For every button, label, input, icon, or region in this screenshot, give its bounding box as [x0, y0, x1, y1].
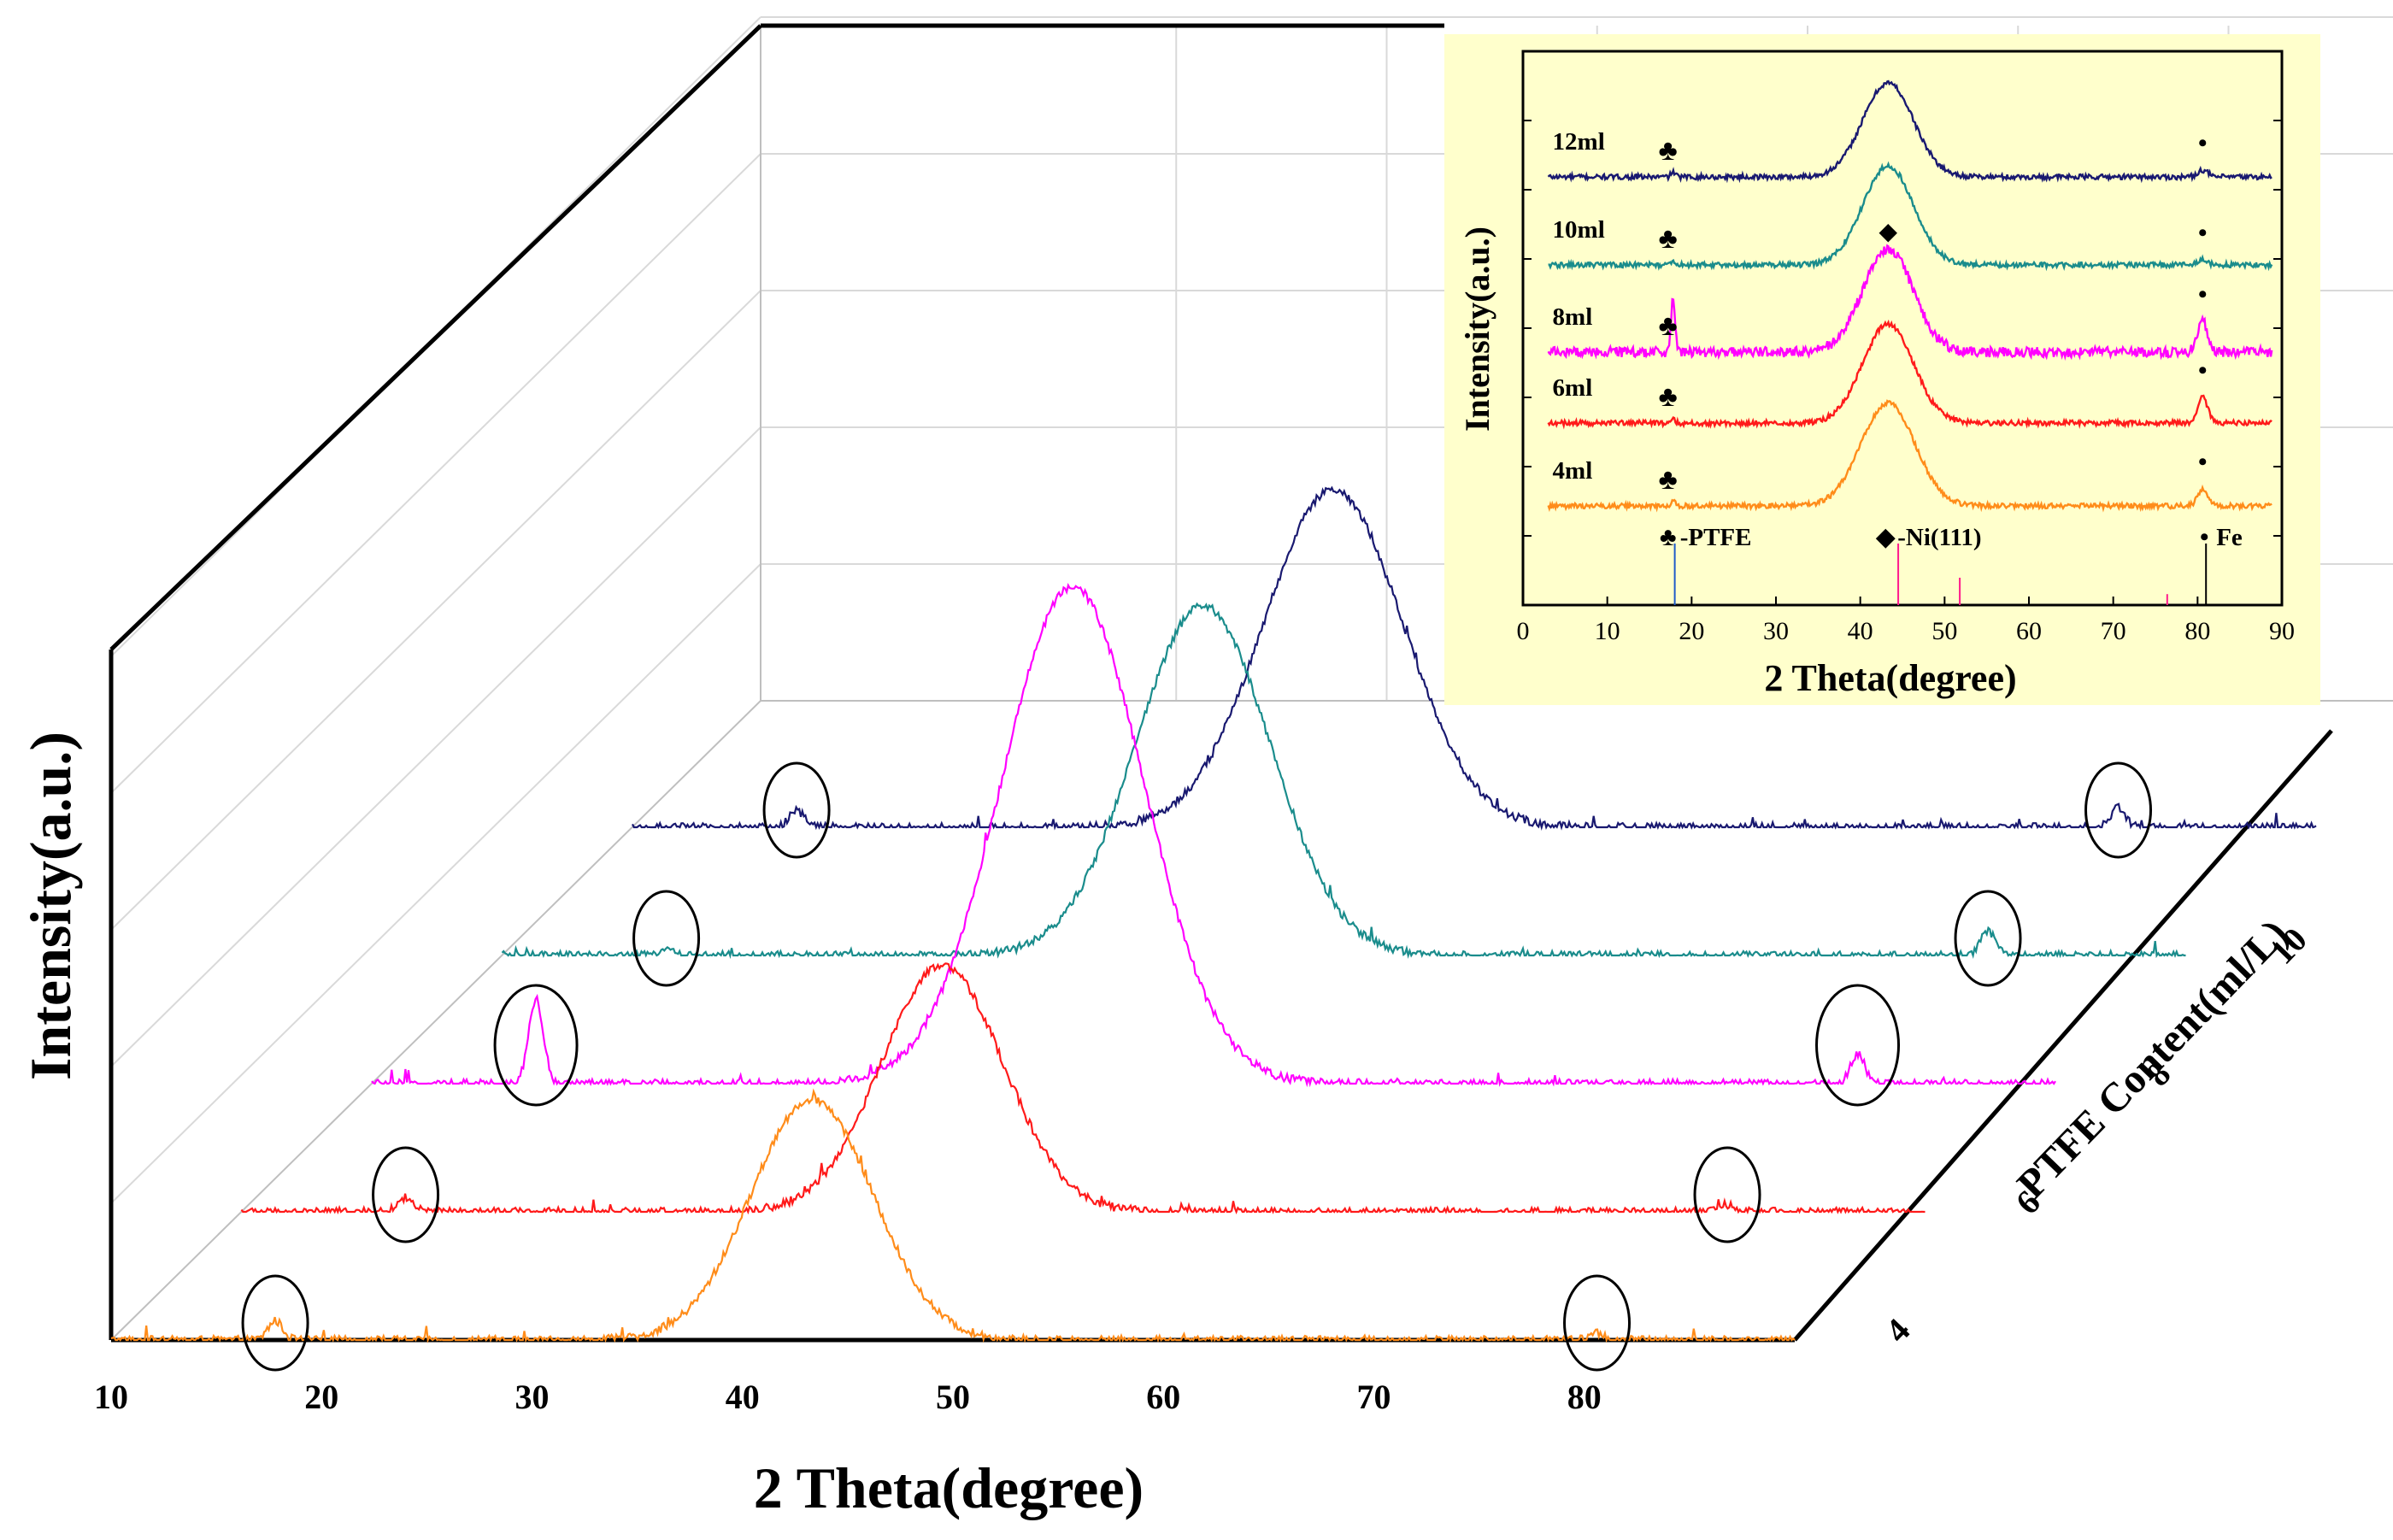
main-x-axis-title: 2 Theta(degree)	[754, 1455, 1144, 1520]
fe-marker: •	[2198, 280, 2208, 309]
fe-peak-ellipse	[1954, 890, 2022, 987]
series-line-4	[110, 1088, 1796, 1343]
peak-ellipses	[241, 761, 2153, 1372]
x-tick-label: 70	[1357, 1378, 1391, 1416]
inset-x-tick-label: 40	[1848, 617, 1873, 645]
inset-series-label: 12ml	[1553, 128, 1605, 156]
inset-x-tick-label: 70	[2101, 617, 2126, 645]
top-left-edge	[109, 24, 762, 651]
ptfe-peak-ellipse	[241, 1274, 309, 1372]
inset-x-tick-label: 30	[1763, 617, 1789, 645]
inset-series-label: 6ml	[1553, 374, 1593, 402]
inset-legend-text: Fe	[2216, 524, 2243, 551]
inset-x-tick-label: 80	[2184, 617, 2210, 645]
ptfe-marker: ♣	[1659, 381, 1678, 413]
depth-axis-line	[1793, 729, 2333, 1342]
inset-tick-labels: 0 10 20 30 40 50 60 70 80 90	[1517, 120, 2295, 645]
inset-legend: ♣ -PTFE ◆ -Ni(111) • Fe	[1660, 523, 2243, 551]
inset-legend-symbol: ♣	[1660, 523, 1677, 551]
inset-x-tick-label: 10	[1595, 617, 1620, 645]
inset-legend-text: -Ni(111)	[1897, 524, 1981, 551]
inset-x-axis-title: 2 Theta(degree)	[1764, 657, 2016, 699]
x-tick-label: 30	[515, 1378, 550, 1416]
inset-y-axis-title: Intensity(a.u.)	[1458, 226, 1496, 432]
fe-peak-ellipse	[1693, 1146, 1761, 1243]
series-line-6	[240, 962, 1926, 1215]
inset-x-tick-label: 50	[1931, 617, 1957, 645]
main-y-axis-title: Intensity(a.u.)	[18, 732, 83, 1080]
left-wall-gridline	[110, 426, 761, 1067]
ptfe-peak-ellipse	[632, 890, 701, 987]
ptfe-marker: ♣	[1659, 135, 1678, 167]
inset-series-line-6ml	[1547, 319, 2272, 430]
x-tick-label: 10	[94, 1378, 128, 1416]
series-line-12	[632, 485, 2317, 832]
ptfe-marker: ♣	[1659, 223, 1678, 255]
inset-legend-symbol: ◆	[1876, 523, 1896, 551]
inset-background	[1444, 34, 2320, 705]
main-tick-labels: 12108641020304050607080	[94, 920, 2314, 1416]
series-line-10	[501, 602, 2186, 960]
x-tick-label: 80	[1567, 1378, 1602, 1416]
ptfe-peak-ellipse	[372, 1146, 440, 1243]
fe-marker: •	[2198, 129, 2208, 157]
inset-x-tick-label: 60	[2016, 617, 2042, 645]
left-wall-gridline	[110, 563, 761, 1204]
floor-left-edge	[110, 700, 761, 1341]
inset-chart: 12ml ♣ • 10ml ♣ • 8ml ♣ • ◆ 6ml ♣ • 4ml ♣ • 0 10 20 30 40 50…	[1444, 34, 2320, 705]
inset-series-layer	[1547, 79, 2273, 513]
inset-series-line-10ml	[1548, 161, 2273, 272]
inset-legend-text: -PTFE	[1680, 524, 1752, 551]
inset-peak-markers: 12ml ♣ • 10ml ♣ • 8ml ♣ • ◆ 6ml ♣ • 4ml ♣ •	[1553, 128, 2208, 496]
inset-series-label: 10ml	[1553, 216, 1605, 244]
ni-marker: ◆	[1879, 219, 1897, 245]
main-series-layer	[110, 485, 2317, 1343]
x-tick-label: 20	[304, 1378, 338, 1416]
series-line-8	[371, 583, 2056, 1088]
x-tick-label: 60	[1146, 1378, 1180, 1416]
fe-marker: •	[2198, 356, 2208, 385]
depth-tick-label: 4	[1878, 1311, 1917, 1350]
inset-series-line-12ml	[1547, 79, 2272, 184]
fe-marker: •	[2198, 219, 2208, 247]
inset-series-line-8ml	[1547, 244, 2273, 361]
x-tick-label: 50	[936, 1378, 970, 1416]
left-wall-gridline	[110, 290, 761, 931]
fe-marker: •	[2198, 448, 2208, 476]
inset-x-tick-label: 90	[2269, 617, 2295, 645]
inset-legend-symbol: •	[2200, 523, 2209, 551]
ptfe-peak-ellipse	[762, 761, 831, 859]
main-3d-frame	[109, 16, 2393, 1343]
ptfe-peak-ellipse	[493, 984, 579, 1107]
x-tick-label: 40	[726, 1378, 760, 1416]
ptfe-marker: ♣	[1659, 310, 1678, 342]
left-wall-gridline	[110, 153, 761, 794]
inset-series-label: 4ml	[1553, 457, 1593, 485]
inset-x-tick-label: 0	[1517, 617, 1530, 645]
inset-series-label: 8ml	[1553, 303, 1593, 331]
inset-x-tick-label: 20	[1679, 617, 1704, 645]
fe-peak-ellipse	[1563, 1274, 1632, 1372]
inset-series-line-4ml	[1547, 399, 2272, 513]
inset-reference-lines	[1673, 544, 2208, 605]
ptfe-marker: ♣	[1659, 464, 1678, 496]
fe-peak-ellipse	[2084, 761, 2153, 859]
fe-peak-ellipse	[1815, 984, 1901, 1107]
